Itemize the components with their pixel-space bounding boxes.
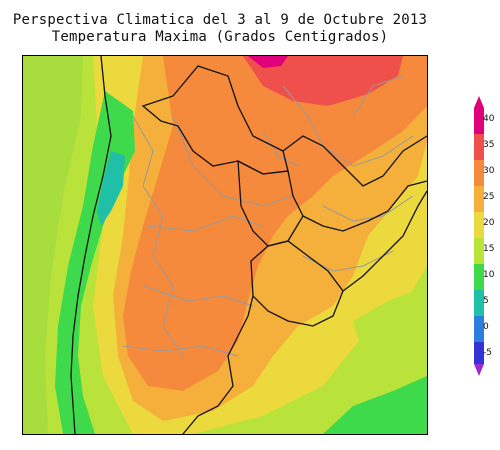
colorbar-label-10: 10 (483, 270, 495, 280)
colorbar-bottom-arrow (474, 364, 484, 376)
colorbar-label-25: 25 (483, 192, 495, 202)
colorbar-swatch-40 (474, 108, 484, 134)
colorbar-swatch-0 (474, 316, 484, 342)
temperature-map (22, 55, 428, 435)
colorbar-label-30: 30 (483, 166, 495, 176)
colorbar-swatch-30 (474, 160, 484, 186)
colorbar-swatch-35 (474, 134, 484, 160)
temperature-map-graphic (23, 56, 427, 434)
pacific-band (23, 56, 83, 434)
colorbar-label-15: 15 (483, 244, 495, 254)
colorbar-swatch-5 (474, 290, 484, 316)
colorbar-label-0: 0 (483, 322, 489, 332)
province-borders (122, 75, 414, 357)
temp-band-40 (248, 56, 288, 68)
map-title: Perspectiva Climatica del 3 al 9 de Octu… (12, 12, 428, 28)
colorbar-swatch-25 (474, 186, 484, 212)
country-borders (70, 56, 427, 434)
colorbar-label-35: 35 (483, 140, 495, 150)
colorbar-label-40: 40 (483, 114, 495, 124)
atlantic-yellowgreen (353, 286, 427, 361)
colorbar-swatch-20 (474, 212, 484, 238)
temp-band-30 (123, 56, 427, 391)
colorbar-top-arrow (474, 96, 484, 108)
colorbar (474, 96, 484, 376)
colorbar-swatch-minus5 (474, 342, 484, 364)
colorbar-label-5: 5 (483, 296, 489, 306)
temp-band-35 (243, 56, 403, 106)
colorbar-swatch-15 (474, 238, 484, 264)
colorbar-label-20: 20 (483, 218, 495, 228)
map-subtitle: Temperatura Maxima (Grados Centigrados) (51, 29, 389, 45)
atlantic-green (323, 376, 427, 434)
temp-band-10 (97, 151, 125, 226)
colorbar-swatch-10 (474, 264, 484, 290)
colorbar-label-minus5: -5 (483, 348, 492, 358)
